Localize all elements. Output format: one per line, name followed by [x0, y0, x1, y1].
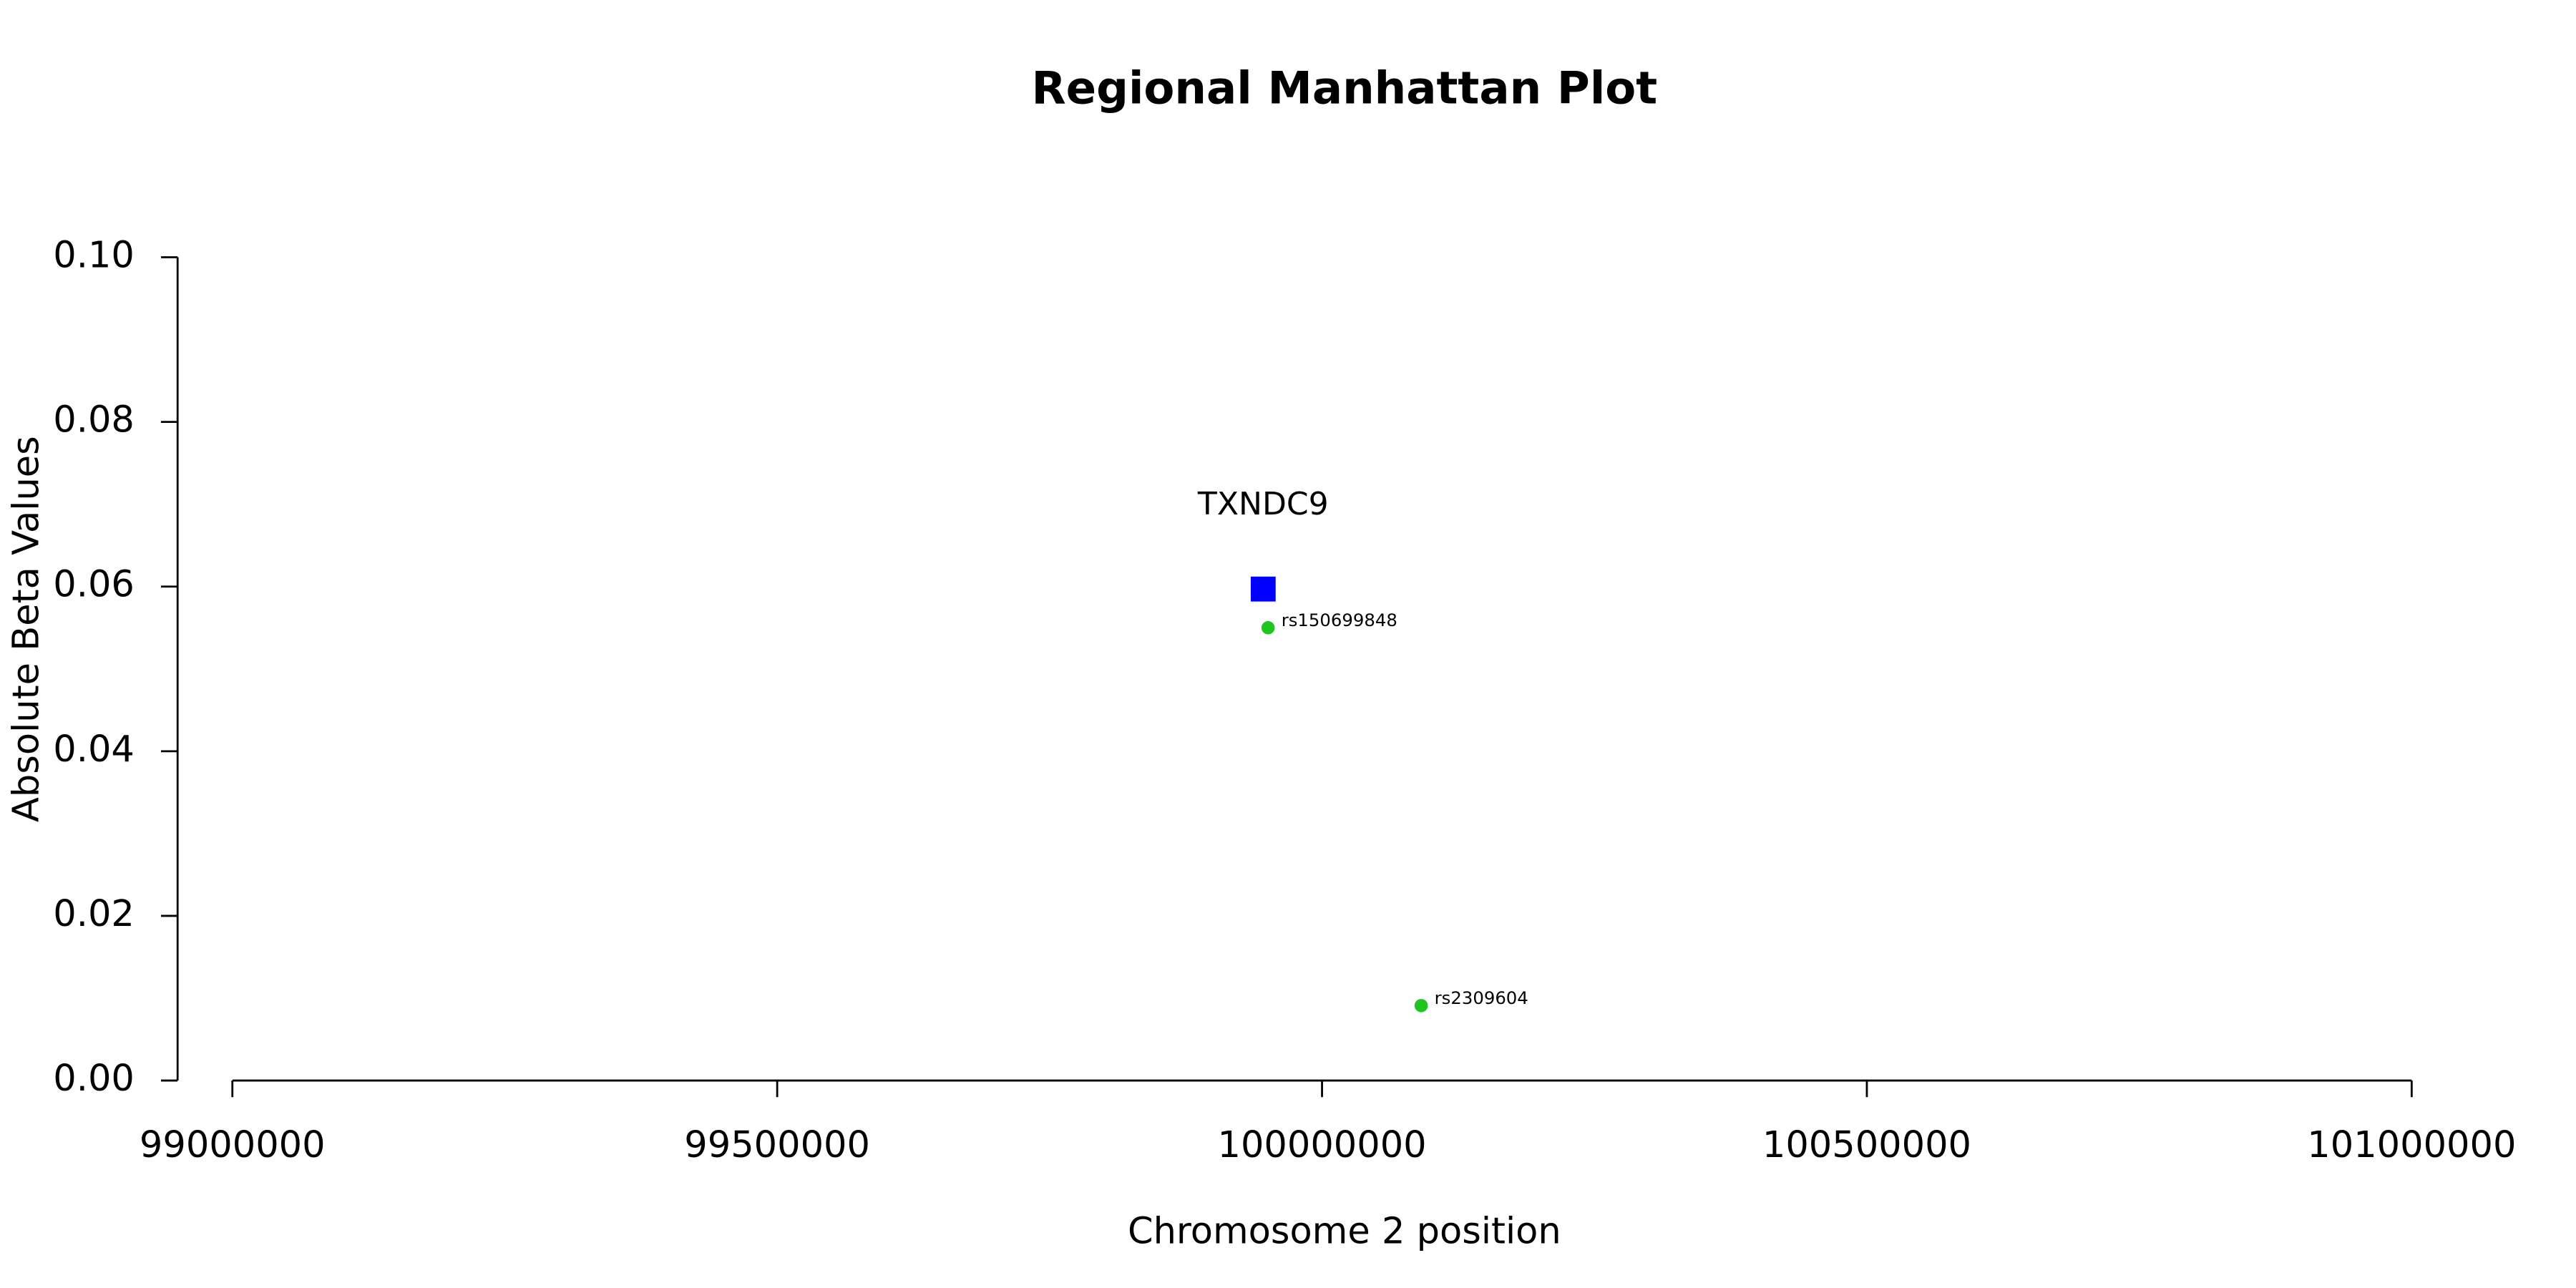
snp-marker: [1414, 999, 1428, 1013]
y-tick-label: 0.06: [53, 564, 135, 606]
y-tick-label: 0.10: [53, 235, 135, 277]
chart-title: Regional Manhattan Plot: [1031, 62, 1657, 114]
x-tick-label: 101000000: [2307, 1124, 2516, 1166]
y-tick-label: 0.00: [53, 1058, 135, 1100]
y-tick-label: 0.02: [53, 893, 135, 935]
snp-marker: [1261, 620, 1275, 635]
y-tick-label: 0.04: [53, 728, 135, 771]
x-tick-label: 99000000: [140, 1124, 326, 1166]
x-tick-label: 100000000: [1217, 1124, 1426, 1166]
x-tick-label: 99500000: [684, 1124, 870, 1166]
snp-label: rs150699848: [1282, 610, 1397, 630]
x-axis-label: Chromosome 2 position: [1128, 1210, 1561, 1252]
y-tick-label: 0.08: [53, 399, 135, 441]
gene-marker: [1250, 576, 1276, 602]
gene-label: TXNDC9: [1197, 486, 1329, 522]
x-tick-label: 100500000: [1762, 1124, 1971, 1166]
y-axis-label: Absolute Beta Values: [5, 436, 47, 822]
snp-label: rs2309604: [1435, 987, 1528, 1008]
